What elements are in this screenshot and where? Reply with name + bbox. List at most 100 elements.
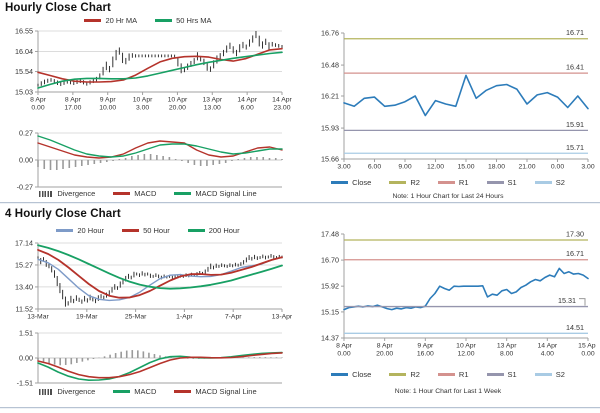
- legend-swatch-icon: [174, 390, 192, 393]
- svg-text:15.54: 15.54: [15, 67, 33, 76]
- legend-label: Divergence: [57, 387, 96, 396]
- svg-text:6.00: 6.00: [368, 164, 381, 171]
- legend-swatch-icon: [187, 229, 205, 232]
- svg-text:14 Apr: 14 Apr: [237, 97, 257, 104]
- svg-text:0.00: 0.00: [31, 105, 44, 112]
- svg-text:17.00: 17.00: [64, 105, 81, 112]
- svg-text:-1.51: -1.51: [17, 379, 33, 388]
- svg-text:16.04: 16.04: [15, 47, 33, 56]
- svg-text:16.71: 16.71: [566, 28, 584, 37]
- svg-text:15.27: 15.27: [15, 260, 33, 269]
- legend-swatch-icon: [486, 373, 504, 376]
- svg-text:13.00: 13.00: [204, 105, 221, 112]
- svg-text:10 Apr: 10 Apr: [456, 343, 476, 350]
- legend-label: MACD Signal Line: [195, 189, 257, 198]
- svg-text:12.00: 12.00: [427, 164, 444, 171]
- legend-swatch-icon: [84, 19, 102, 22]
- legend-label: Divergence: [57, 189, 96, 198]
- legend-swatch-icon: [389, 181, 407, 184]
- legend-item-macd: MACD: [113, 387, 156, 396]
- svg-text:17.30: 17.30: [566, 230, 584, 239]
- svg-text:15.93: 15.93: [321, 124, 339, 133]
- legend-label: R2: [410, 370, 420, 379]
- svg-text:8 Apr: 8 Apr: [30, 97, 47, 104]
- svg-text:15.03: 15.03: [15, 88, 33, 97]
- close-24h-chart: 16.76 16.48 16.21 15.93 15.66 3.00 6.00 9.00 12.…: [300, 24, 596, 176]
- legend-item-close: Close: [331, 178, 371, 187]
- svg-text:0.00: 0.00: [581, 351, 594, 357]
- legend-swatch-icon: [39, 388, 54, 395]
- legend-item-r2: R2: [389, 178, 420, 187]
- hourly-macd-legend: Divergence MACD MACD Signal Line: [4, 189, 292, 198]
- legend-label: S2: [555, 370, 565, 379]
- svg-text:20.00: 20.00: [376, 351, 393, 357]
- legend-swatch-icon: [122, 229, 140, 232]
- legend-swatch-icon: [174, 192, 192, 195]
- svg-text:0.00: 0.00: [551, 164, 564, 171]
- legend-item-50-hrs-ma: 50 Hrs MA: [155, 16, 212, 25]
- four-hourly-price-chart: 17.14 15.27 13.40 11.52 13-Mar 19-Mar 25-Mar 1-…: [4, 237, 293, 323]
- svg-text:16.21: 16.21: [321, 92, 339, 101]
- svg-text:20.00: 20.00: [169, 105, 186, 112]
- svg-text:14.37: 14.37: [321, 334, 339, 343]
- svg-text:9 Apr: 9 Apr: [100, 97, 117, 104]
- legend-item-macd: MACD: [113, 189, 156, 198]
- svg-text:15.15: 15.15: [321, 307, 339, 316]
- legend-item-20-hr-ma: 20 Hr MA: [84, 16, 137, 25]
- hourly-macd-chart: 0.27 0.00 -0.27: [4, 128, 292, 192]
- svg-text:15.31: 15.31: [558, 296, 576, 305]
- svg-text:15.66: 15.66: [321, 155, 339, 164]
- legend-label: R1: [458, 178, 469, 187]
- legend-swatch-icon: [389, 373, 407, 376]
- close-1week-legend: Close R2 R1 S1 S2: [300, 370, 596, 379]
- svg-text:6.00: 6.00: [241, 105, 254, 112]
- svg-text:25-Mar: 25-Mar: [125, 314, 147, 321]
- legend-swatch-icon: [534, 373, 552, 376]
- svg-text:15 Apr: 15 Apr: [578, 343, 596, 350]
- legend-item-divergence: Divergence: [39, 189, 95, 198]
- legend-item-r1: R1: [437, 370, 469, 379]
- svg-text:13-Mar: 13-Mar: [27, 314, 49, 321]
- legend-label: S1: [507, 370, 517, 379]
- svg-text:14 Apr: 14 Apr: [272, 97, 292, 104]
- legend-swatch-icon: [486, 181, 504, 184]
- legend-label: Close: [352, 370, 372, 379]
- legend-label: MACD: [134, 189, 157, 198]
- svg-text:15.71: 15.71: [566, 143, 584, 152]
- horizontal-divider-bottom: [0, 407, 600, 409]
- svg-text:3.00: 3.00: [136, 105, 149, 112]
- legend-item-20-hour: 20 Hour: [56, 226, 104, 235]
- svg-text:1-Apr: 1-Apr: [176, 314, 193, 321]
- legend-swatch-icon: [39, 190, 54, 197]
- svg-text:23.00: 23.00: [273, 105, 290, 112]
- svg-text:9 Apr: 9 Apr: [417, 343, 434, 350]
- svg-text:13-Apr: 13-Apr: [272, 314, 292, 321]
- legend-label: 20 Hour: [77, 226, 105, 235]
- legend-item-s2: S2: [534, 370, 565, 379]
- four-hourly-price-legend: 20 Hour 50 Hour 200 Hour: [4, 226, 292, 235]
- svg-text:8 Apr: 8 Apr: [377, 343, 394, 350]
- legend-label: R2: [410, 178, 420, 187]
- four-hourly-macd-legend: Divergence MACD MACD Signal Line: [4, 387, 292, 396]
- svg-text:16.48: 16.48: [321, 61, 339, 70]
- close-24h-legend: Close R2 R1 S1 S2: [300, 178, 596, 187]
- svg-text:19-Mar: 19-Mar: [76, 314, 98, 321]
- legend-item-s1: S1: [486, 370, 517, 379]
- svg-text:3.00: 3.00: [337, 164, 350, 171]
- close-24h-note: Note: 1 Hour Chart for Last 24 Hours: [392, 193, 504, 200]
- legend-swatch-icon: [331, 373, 349, 376]
- legend-swatch-icon: [331, 181, 349, 184]
- svg-text:1.51: 1.51: [19, 329, 33, 338]
- legend-item-macd-signal-line: MACD Signal Line: [174, 387, 257, 396]
- legend-swatch-icon: [56, 229, 74, 232]
- svg-text:17.48: 17.48: [321, 230, 339, 239]
- svg-text:16.41: 16.41: [566, 63, 584, 72]
- legend-label: MACD: [134, 387, 157, 396]
- svg-text:13 Apr: 13 Apr: [202, 97, 222, 104]
- legend-label: 200 Hour: [208, 226, 240, 235]
- legend-swatch-icon: [437, 181, 455, 184]
- hourly-chart-title: Hourly Close Chart: [5, 2, 111, 14]
- svg-text:0.00: 0.00: [19, 354, 33, 363]
- legend-item-macd-signal-line: MACD Signal Line: [174, 189, 257, 198]
